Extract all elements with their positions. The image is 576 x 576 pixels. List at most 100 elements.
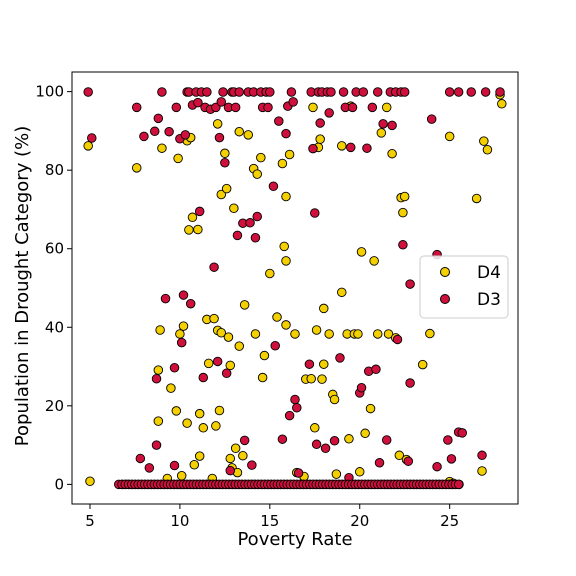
scatter-point-d4 [317,374,327,384]
scatter-point-d4 [381,102,392,113]
legend: D4 D3 [419,255,509,319]
scatter-point-d4 [153,365,164,375]
scatter-point-d3 [347,102,358,113]
scatter-point-d3 [265,87,275,97]
scatter-point-d3 [151,440,162,450]
scatter-point-d4 [279,241,289,252]
scatter-point-d4 [365,403,376,414]
scatter-point-d4 [184,225,194,235]
scatter-point-d3 [387,120,397,131]
scatter-point-d3 [202,87,212,97]
scatter-point-d3 [324,108,334,118]
scatter-point-d3 [216,97,227,107]
scatter-point-d4 [220,148,230,159]
y-tick-label: 0 [54,475,64,493]
scatter-point-d4 [471,193,482,204]
scatter-point-d3 [83,87,93,97]
scatter-point-d4 [329,394,340,405]
scatter-point-d4 [259,350,270,361]
scatter-point-d3 [135,453,146,464]
scatter-point-d4 [238,450,248,461]
x-axis-label: Poverty Rate [237,529,352,550]
scatter-point-d4 [353,329,363,339]
scatter-point-d4 [176,470,187,481]
x-tick-label: 10 [170,512,189,530]
scatter-point-d4 [256,152,266,163]
scatter-point-d4 [171,406,182,416]
scatter-point-d3 [239,435,250,446]
scatter-point-d4 [194,408,205,419]
scatter-point-d4 [337,141,347,151]
scatter-point-d3 [346,142,356,153]
scatter-point-d3 [178,290,189,300]
scatter-point-d4 [319,359,329,369]
scatter-point-d3 [466,87,476,97]
scatter-point-d4 [324,329,334,339]
scatter-point-d3 [232,230,243,241]
scatter-point-d3 [268,181,279,192]
plot-area [71,71,519,505]
scatter-point-d4 [337,287,347,298]
scatter-point-d4 [189,459,200,470]
scatter-point-d4 [187,212,198,223]
scatter-point-d3 [374,458,385,468]
scatter-point-d4 [173,153,183,164]
scatter-point-d4 [360,428,370,439]
scatter-point-d3 [87,133,97,143]
scatter-point-d3 [403,456,414,466]
scatter-point-d4 [290,329,300,339]
scatter-point-d3 [221,368,232,378]
scatter-point-d3 [362,143,372,153]
scatter-point-d4 [308,102,318,113]
scatter-point-d3 [444,87,455,97]
scatter-point-d4 [372,329,383,339]
scatter-point-d3 [193,97,203,108]
y-tick-label: 100 [35,83,64,101]
scatter-point-d4 [221,183,232,194]
legend-marker-d4 [440,267,450,277]
scatter-point-d3 [212,356,223,367]
scatter-point-d3 [230,102,241,113]
scatter-point-d4 [477,466,487,476]
scatter-point-d4 [166,383,176,393]
scatter-point-d4 [417,359,428,370]
scatter-point-d3 [405,279,415,289]
scatter-point-d3 [326,87,336,97]
scatter-point-d3 [149,126,160,137]
scatter-point-d3 [234,87,244,97]
scatter-point-d3 [286,87,297,97]
scatter-point-d4 [306,373,316,384]
scatter-point-d3 [250,232,261,243]
scatter-point-d3 [480,87,491,97]
scatter-point-d4 [394,450,405,461]
scatter-point-d3 [426,114,437,124]
scatter-point-d4 [194,451,205,461]
scatter-point-d4 [85,476,95,486]
scatter-point-d4 [230,443,241,453]
scatter-point-d3 [288,97,298,107]
scatter-point-d4 [383,329,394,339]
scatter-point-d4 [257,372,268,383]
scatter-point-d3 [381,435,392,445]
scatter-point-d3 [281,128,291,139]
scatter-point-d4 [225,453,236,464]
y-tick-label: 20 [45,397,64,415]
scatter-point-d3 [310,208,320,218]
scatter-point-d4 [281,256,291,266]
scatter-point-d4 [444,131,455,142]
scatter-point-d4 [83,141,93,151]
scatter-point-d4 [243,130,253,140]
scatter-point-d3 [432,461,442,472]
scatter-point-d3 [277,434,288,444]
scatter-point-d4 [153,416,164,426]
scatter-point-d3 [247,460,257,470]
scatter-point-d4 [376,128,387,138]
scatter-point-d3 [399,87,410,97]
scatter-point-d3 [378,119,388,129]
scatter-point-d4 [223,332,234,342]
scatter-point-d4 [344,434,354,444]
scatter-point-d3 [185,298,196,309]
scatter-point-d4 [157,143,167,153]
scatter-point-d4 [356,247,367,257]
